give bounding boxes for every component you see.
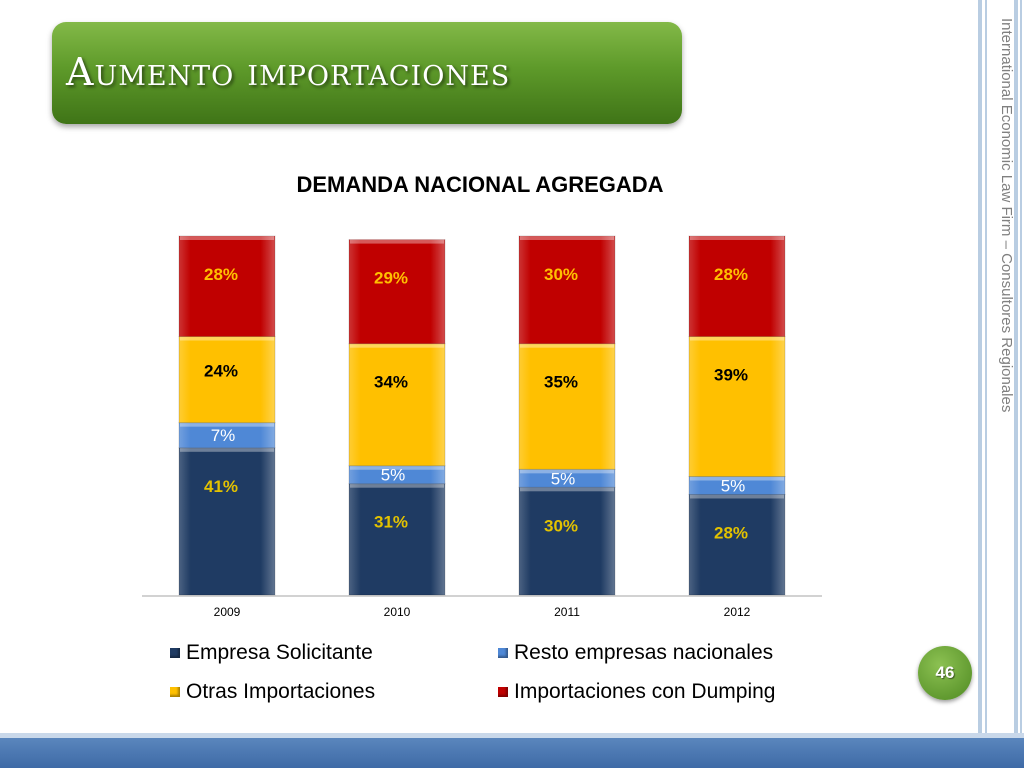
data-label-resto-2010: 5% <box>381 466 406 485</box>
bar-bevel <box>180 236 274 240</box>
legend-label-otras: Otras Importaciones <box>186 680 376 703</box>
data-label-otras-2010: 34% <box>374 373 408 392</box>
bar-dumping-2011 <box>518 235 616 345</box>
legend-swatch-resto <box>498 648 508 658</box>
bar-bevel <box>180 336 274 341</box>
slide-number: 46 <box>935 663 955 682</box>
slide-number-badge: 46 <box>918 646 972 700</box>
bar-dumping-2012 <box>688 235 786 338</box>
legend-label-resto: Resto empresas nacionales <box>514 641 774 664</box>
bar-bevel <box>180 447 274 452</box>
bar-otras-2012 <box>688 336 786 478</box>
bar-bevel <box>350 343 444 348</box>
data-label-empresa-2011: 30% <box>544 516 578 535</box>
data-label-dumping-2011: 30% <box>544 265 578 284</box>
legend-swatch-empresa <box>170 648 180 658</box>
side-text: International Economic Law Firm – Consul… <box>998 18 1015 413</box>
bar-otras-2009 <box>178 336 276 424</box>
bar-bevel <box>520 487 614 492</box>
bar-bevel <box>350 239 444 244</box>
data-label-empresa-2009: 41% <box>204 477 238 496</box>
bar-empresa-2009 <box>178 447 276 596</box>
decor-line <box>1020 0 1022 738</box>
decor-line <box>985 0 987 738</box>
bar-bevel <box>690 236 784 240</box>
bar-bevel <box>690 336 784 341</box>
legend-label-dumping: Importaciones con Dumping <box>514 680 776 703</box>
bar-bevel <box>690 494 784 499</box>
x-tick-label-2009: 2009 <box>214 605 241 619</box>
bar-bevel <box>520 469 614 474</box>
legend-item-resto: Resto empresas nacionales <box>498 641 773 665</box>
x-tick-label-2012: 2012 <box>724 605 751 619</box>
bar-dumping-2009 <box>178 235 276 338</box>
data-label-otras-2009: 24% <box>204 361 238 380</box>
bar-bevel <box>180 422 274 427</box>
bar-bevel <box>690 476 784 481</box>
title-banner <box>52 22 682 124</box>
bar-empresa-2010 <box>348 483 446 596</box>
legend-item-dumping: Importaciones con Dumping <box>498 680 775 704</box>
data-label-otras-2012: 39% <box>714 366 748 385</box>
legend-swatch-otras <box>170 687 180 697</box>
data-label-dumping-2009: 28% <box>204 265 238 284</box>
footer-band-light <box>0 733 1024 738</box>
data-label-dumping-2010: 29% <box>374 269 408 288</box>
legend-label-empresa: Empresa Solicitante <box>186 641 373 664</box>
legend-swatch-dumping <box>498 687 508 697</box>
legend-item-empresa: Empresa Solicitante <box>170 641 373 665</box>
bar-resto-2012 <box>688 476 786 495</box>
bar-empresa-2012 <box>688 493 786 596</box>
decor-line <box>1014 0 1018 738</box>
footer-band <box>0 738 1024 768</box>
bar-otras-2010 <box>348 343 446 467</box>
decor-line <box>978 0 982 738</box>
data-label-dumping-2012: 28% <box>714 265 748 284</box>
x-tick-label-2011: 2011 <box>554 605 580 619</box>
x-tick-label-2010: 2010 <box>384 605 411 619</box>
slide-title: Aumento importaciones <box>66 50 511 94</box>
bar-otras-2011 <box>518 343 616 470</box>
bar-bevel <box>520 343 614 348</box>
bar-resto-2009 <box>178 422 276 449</box>
data-label-empresa-2012: 28% <box>714 523 748 542</box>
data-label-otras-2011: 35% <box>544 373 578 392</box>
bar-bevel <box>350 483 444 488</box>
data-label-resto-2012: 5% <box>721 477 746 496</box>
bar-bevel <box>350 465 444 470</box>
bar-empresa-2011 <box>518 486 616 596</box>
chart-title: DEMANDA NACIONAL AGREGADA <box>296 172 663 197</box>
data-label-resto-2011: 5% <box>551 469 576 488</box>
legend-item-otras: Otras Importaciones <box>170 680 375 704</box>
data-label-empresa-2010: 31% <box>374 513 408 532</box>
data-label-resto-2009: 7% <box>211 426 236 445</box>
bar-dumping-2010 <box>348 239 446 345</box>
bar-bevel <box>520 236 614 240</box>
